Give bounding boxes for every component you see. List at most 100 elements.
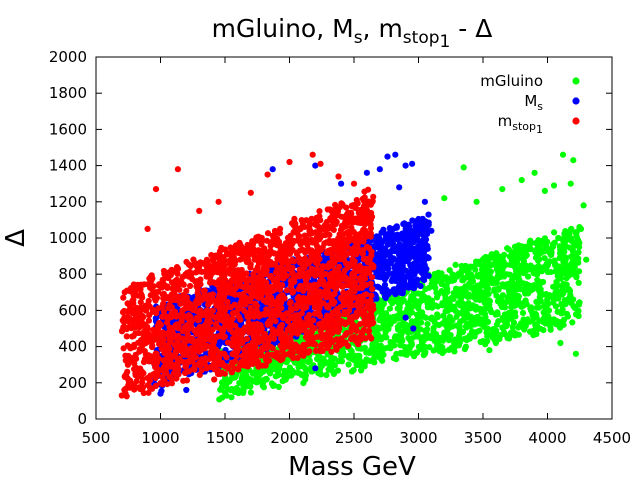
point-mGluino (571, 305, 579, 312)
point-Ms (383, 286, 390, 293)
point-mGluino (523, 301, 530, 308)
point-Ms (413, 258, 421, 265)
point-Ms (401, 243, 408, 251)
point-Ms (382, 233, 390, 240)
point-mGluino (530, 270, 537, 277)
point-mGluino (527, 307, 535, 314)
point-Ms (387, 239, 394, 246)
point-mGluino (446, 323, 453, 330)
point-mGluino (452, 261, 459, 268)
point-mGluino (345, 352, 352, 359)
point-Ms (363, 169, 370, 176)
point-mGluino (563, 310, 571, 317)
point-mGluino (445, 302, 452, 309)
point-mGluino (509, 328, 517, 335)
point-Ms (425, 211, 432, 218)
point-mGluino (241, 373, 248, 380)
point-mstop1 (179, 335, 186, 342)
point-mGluino (565, 286, 572, 293)
point-mstop1 (140, 359, 148, 366)
point-mGluino (560, 259, 567, 266)
point-mGluino (417, 326, 424, 333)
point-mGluino (576, 239, 583, 246)
point-Ms (152, 315, 159, 322)
point-Ms (406, 247, 414, 254)
point-mGluino (441, 282, 448, 289)
point-mGluino (535, 299, 542, 306)
point-mGluino (434, 314, 441, 321)
point-mGluino (421, 343, 428, 350)
point-mGluino (410, 292, 417, 299)
point-mstop1 (356, 262, 363, 269)
point-mGluino (418, 337, 425, 344)
point-mGluino (247, 389, 254, 396)
point-mGluino (530, 286, 537, 293)
point-mGluino (270, 366, 277, 373)
point-mGluino (557, 250, 564, 258)
point-mGluino (527, 246, 534, 253)
point-Ms (386, 260, 393, 267)
point-mGluino (418, 313, 425, 320)
point-mGluino (317, 371, 325, 378)
point-Ms (393, 262, 400, 269)
point-mGluino (382, 310, 390, 317)
point-mGluino (522, 252, 529, 259)
point-mGluino (554, 308, 561, 315)
point-mGluino (457, 296, 464, 303)
point-mGluino (462, 343, 469, 350)
point-mGluino (386, 314, 393, 321)
point-mstop1 (182, 369, 189, 377)
point-mGluino (514, 249, 521, 256)
point-mGluino (323, 371, 330, 379)
point-Ms (407, 275, 414, 282)
point-mGluino (570, 243, 577, 250)
point-mGluino (552, 283, 559, 290)
point-mstop1 (120, 294, 127, 301)
point-mGluino (475, 273, 482, 280)
point-mGluino (495, 285, 502, 292)
point-mGluino (486, 347, 493, 354)
point-mGluino (569, 319, 576, 326)
point-mGluino (454, 273, 461, 280)
point-Ms (415, 243, 422, 250)
point-mGluino (255, 372, 262, 379)
point-mGluino (426, 344, 433, 351)
point-mGluino (533, 323, 540, 330)
point-Ms (410, 269, 417, 276)
point-mGluino (511, 256, 518, 263)
point-Ms (376, 245, 383, 252)
point-mGluino (515, 324, 522, 331)
point-Ms (421, 198, 428, 205)
point-mGluino (479, 276, 486, 283)
point-mstop1 (340, 231, 347, 238)
point-mGluino (503, 299, 510, 306)
point-mstop1 (183, 258, 190, 266)
point-mGluino (544, 238, 551, 245)
point-mGluino (519, 309, 527, 316)
point-mGluino (451, 348, 458, 355)
point-mGluino (361, 359, 369, 366)
point-mstop1 (122, 352, 129, 359)
point-mGluino (495, 295, 502, 302)
point-mGluino (481, 318, 488, 325)
point-mGluino (350, 367, 357, 374)
point-mstop1 (362, 335, 369, 342)
point-mGluino (561, 282, 568, 289)
point-mGluino (533, 304, 541, 311)
point-mGluino (459, 277, 466, 284)
point-mGluino (460, 164, 467, 171)
point-mstop1 (278, 243, 285, 250)
point-mGluino (472, 285, 479, 292)
point-mstop1 (142, 307, 150, 314)
point-mGluino (502, 261, 509, 268)
point-mGluino (501, 329, 508, 336)
point-mGluino (546, 292, 553, 299)
point-mGluino (431, 282, 438, 289)
point-mstop1 (269, 326, 276, 333)
point-mGluino (421, 293, 428, 300)
point-mGluino (305, 359, 312, 366)
point-mGluino (478, 309, 485, 316)
point-Ms (402, 239, 409, 246)
point-mstop1 (286, 300, 294, 307)
